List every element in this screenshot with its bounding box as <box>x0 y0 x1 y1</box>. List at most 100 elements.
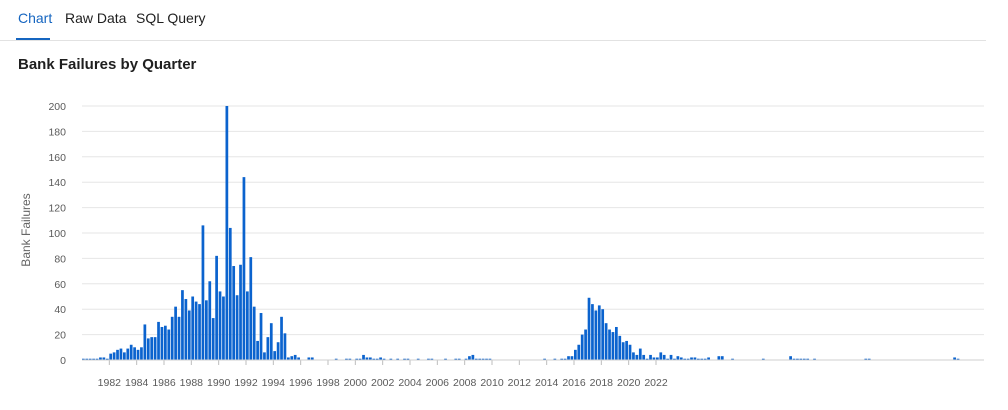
bar[interactable] <box>673 358 676 360</box>
bar[interactable] <box>580 334 584 360</box>
bar[interactable] <box>174 306 177 360</box>
bar[interactable] <box>485 358 488 360</box>
bar[interactable] <box>239 264 242 360</box>
bar[interactable] <box>167 329 171 360</box>
bar[interactable] <box>543 358 546 360</box>
tab-raw-data[interactable]: Raw Data <box>65 10 127 26</box>
bar[interactable] <box>406 358 410 360</box>
bar[interactable] <box>864 358 868 360</box>
bar[interactable] <box>700 358 704 360</box>
bar[interactable] <box>191 296 195 361</box>
bar[interactable] <box>488 358 492 360</box>
bar[interactable] <box>153 337 157 360</box>
bar[interactable] <box>625 340 628 360</box>
bar[interactable] <box>638 348 642 360</box>
bar[interactable] <box>430 358 434 360</box>
bar[interactable] <box>703 358 707 360</box>
bar[interactable] <box>293 354 297 360</box>
bar[interactable] <box>297 357 300 360</box>
bar[interactable] <box>160 326 164 360</box>
bar[interactable] <box>211 318 215 360</box>
bar[interactable] <box>249 257 253 360</box>
bar[interactable] <box>389 358 393 360</box>
bar[interactable] <box>478 358 482 360</box>
bar[interactable] <box>228 227 232 360</box>
bar[interactable] <box>369 357 372 360</box>
bar[interactable] <box>194 301 198 360</box>
bar[interactable] <box>806 358 810 360</box>
bar[interactable] <box>659 352 663 360</box>
bar[interactable] <box>256 340 259 360</box>
bar[interactable] <box>187 310 191 360</box>
bar[interactable] <box>813 358 816 360</box>
bar[interactable] <box>464 358 468 360</box>
bar[interactable] <box>164 325 167 360</box>
bar[interactable] <box>867 358 871 360</box>
bar[interactable] <box>259 313 263 360</box>
bar[interactable] <box>761 358 765 360</box>
bar[interactable] <box>669 354 673 360</box>
bar[interactable] <box>82 358 85 360</box>
bar[interactable] <box>205 300 208 360</box>
bar[interactable] <box>474 358 478 360</box>
bar[interactable] <box>345 358 348 360</box>
bar[interactable] <box>375 358 379 360</box>
bar[interactable] <box>208 281 212 360</box>
bar[interactable] <box>591 304 594 360</box>
bar[interactable] <box>802 358 806 360</box>
bar[interactable] <box>379 357 382 360</box>
bar[interactable] <box>594 310 598 360</box>
bar[interactable] <box>109 353 113 360</box>
bar[interactable] <box>656 357 659 360</box>
bar[interactable] <box>611 332 615 360</box>
bar[interactable] <box>123 352 126 360</box>
bar[interactable] <box>198 304 201 360</box>
bar[interactable] <box>232 266 236 360</box>
bar[interactable] <box>563 358 567 360</box>
bar[interactable] <box>642 354 646 360</box>
bar[interactable] <box>283 333 287 360</box>
bar[interactable] <box>597 305 601 360</box>
bar[interactable] <box>129 344 133 360</box>
bar[interactable] <box>105 358 109 360</box>
bar[interactable] <box>570 356 574 360</box>
bar[interactable] <box>136 349 140 360</box>
bar[interactable] <box>102 357 106 360</box>
bar[interactable] <box>334 358 338 360</box>
bar[interactable] <box>720 356 724 360</box>
bar[interactable] <box>789 356 792 360</box>
bar[interactable] <box>140 347 143 360</box>
bar[interactable] <box>403 358 406 360</box>
bar[interactable] <box>287 357 290 360</box>
bar[interactable] <box>252 306 256 360</box>
tab-chart[interactable]: Chart <box>18 10 53 26</box>
bar[interactable] <box>679 357 683 360</box>
bar[interactable] <box>577 344 581 360</box>
bar[interactable] <box>686 358 690 360</box>
bar[interactable] <box>683 358 687 360</box>
bar[interactable] <box>471 354 475 360</box>
bar[interactable] <box>215 255 218 360</box>
bar[interactable] <box>184 299 188 360</box>
bar[interactable] <box>246 291 249 360</box>
bar[interactable] <box>416 358 420 360</box>
bar[interactable] <box>666 358 669 360</box>
bar[interactable] <box>454 358 458 360</box>
bar[interactable] <box>242 177 246 360</box>
bar[interactable] <box>307 357 311 360</box>
bar[interactable] <box>956 358 960 360</box>
bar[interactable] <box>635 354 639 360</box>
bar[interactable] <box>348 358 352 360</box>
bar[interactable] <box>273 351 277 360</box>
bar[interactable] <box>201 225 205 360</box>
bar[interactable] <box>707 357 710 360</box>
bar[interactable] <box>628 344 632 360</box>
bar[interactable] <box>269 323 273 360</box>
bar[interactable] <box>690 357 693 360</box>
tab-sql-query[interactable]: SQL Query <box>136 10 206 26</box>
bar[interactable] <box>457 358 461 360</box>
bar[interactable] <box>444 358 447 360</box>
bar[interactable] <box>133 347 136 360</box>
bar[interactable] <box>618 335 622 360</box>
bar[interactable] <box>310 357 314 360</box>
